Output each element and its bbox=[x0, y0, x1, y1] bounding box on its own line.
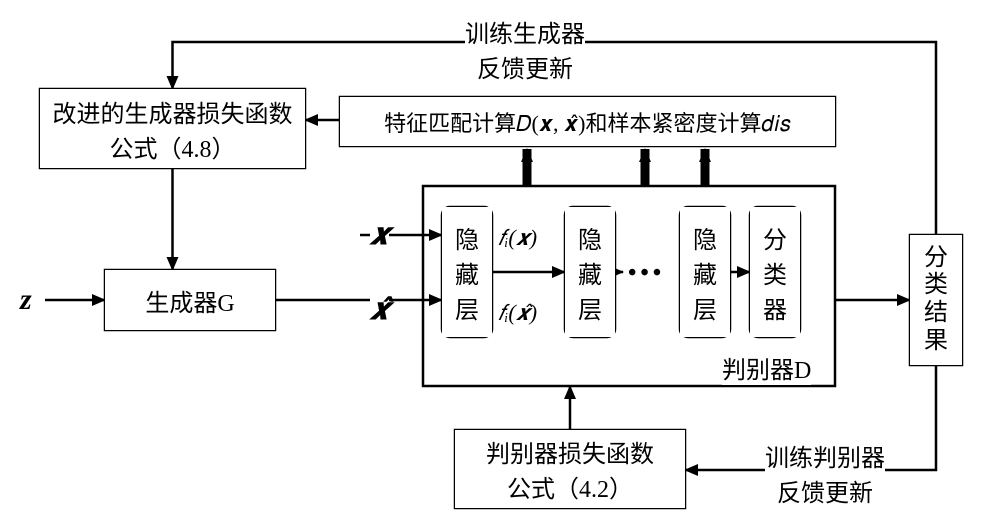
bottom-feedback-label: 训练判别器 反馈更新 bbox=[765, 438, 885, 508]
generator-loss-box: 改进的生成器损失函数 公式（4.8） bbox=[40, 89, 305, 168]
discriminator-label: 判别器D bbox=[722, 350, 811, 385]
hidden-layer-3: 隐 藏 层 bbox=[680, 207, 730, 337]
x-label: 𝒙 bbox=[370, 218, 389, 252]
fx-label: 𝑓ᵢ(𝒙) bbox=[498, 225, 537, 251]
result-box: 分 类 结 果 bbox=[910, 235, 962, 365]
top-feedback-label: 训练生成器 反馈更新 bbox=[465, 14, 585, 84]
feature-match-box: 特征匹配计算𝐷(𝒙, 𝒙̂)和样本紧密度计算𝑑𝑖𝑠 bbox=[340, 97, 835, 146]
z-label: z bbox=[20, 283, 32, 317]
generator-loss-line1: 改进的生成器损失函数 bbox=[53, 94, 293, 129]
generator-box: 生成器G bbox=[105, 270, 275, 330]
xhat-label: 𝒙̂ bbox=[370, 293, 389, 327]
feature-match-text: 特征匹配计算𝐷(𝒙, 𝒙̂)和样本紧密度计算𝑑𝑖𝑠 bbox=[384, 106, 791, 138]
classifier-box: 分 类 器 bbox=[750, 207, 800, 337]
discriminator-loss-line1: 判别器损失函数 bbox=[486, 434, 654, 469]
discriminator-loss-box: 判别器损失函数 公式（4.2） bbox=[455, 430, 685, 508]
fxhat-label: 𝑓ᵢ(𝒙̂) bbox=[498, 300, 537, 326]
generator-loss-line2: 公式（4.8） bbox=[110, 129, 236, 164]
hidden-layer-1: 隐 藏 层 bbox=[442, 207, 492, 337]
generator-label: 生成器G bbox=[145, 283, 234, 318]
discriminator-loss-line2: 公式（4.2） bbox=[507, 469, 633, 504]
dots-label: ••• bbox=[628, 260, 665, 287]
hidden-layer-2: 隐 藏 层 bbox=[565, 207, 615, 337]
